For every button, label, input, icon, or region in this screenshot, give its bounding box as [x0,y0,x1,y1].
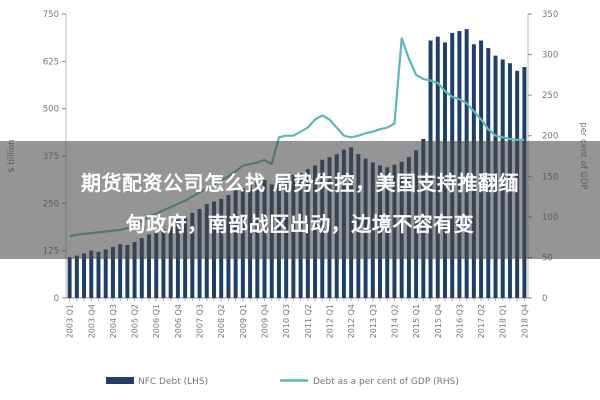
bar [74,255,79,298]
bar [125,244,130,298]
right-tick-label: 0 [542,294,547,304]
x-tick-label: 2009 Q4 [261,304,270,338]
legend-label-line: Debt as a per cent of GDP (RHS) [313,377,459,387]
x-tick-label: 2009 Q1 [239,304,248,338]
x-tick-label: 2015 Q1 [412,304,421,338]
x-tick-label: 2018 Q4 [520,304,529,338]
bar [118,244,123,298]
x-tick-label: 2018 Q1 [499,304,508,338]
headline-line-1: 期货配资公司怎么找 局势失控，美国支持推翻缅 [81,171,519,195]
x-axis: 2003 Q1 2003 Q4 2004 Q3 2005 Q2 2006 Q1 2006 … [66,298,529,338]
bar [154,232,159,298]
x-tick-label: 2014 Q2 [390,304,399,338]
x-tick-label: 2007 Q3 [196,304,205,338]
bar [96,251,101,298]
x-tick-label: 2012 Q1 [325,304,334,338]
left-tick-label: 500 [43,105,59,115]
bar [103,249,108,298]
headline-overlay [0,141,600,259]
bar [89,250,94,298]
legend: NFC Debt (LHS) Debt as a per cent of GDP … [106,377,459,387]
x-tick-label: 2003 Q1 [66,304,75,338]
bar [139,238,144,298]
x-tick-label: 2003 Q4 [87,304,96,338]
bar [168,224,173,298]
x-tick-label: 2004 Q3 [109,304,118,338]
right-tick-label: 300 [542,51,558,61]
x-tick-label: 2017 Q2 [477,304,486,338]
left-tick-label: 750 [43,10,59,20]
x-tick-label: 2008 Q2 [217,304,226,338]
bar [132,241,137,298]
x-tick-label: 2006 Q4 [174,304,183,338]
bar [67,257,72,298]
x-tick-label: 2006 Q1 [152,304,161,338]
x-tick-label: 2010 Q3 [282,304,291,338]
left-tick-label: 625 [43,57,59,67]
left-tick-label: 0 [54,294,59,304]
x-tick-label: 2012 Q4 [347,304,356,338]
bar [110,246,115,298]
right-tick-label: 200 [542,132,558,142]
x-tick-label: 2011 Q2 [304,304,313,338]
x-tick-label: 2013 Q3 [369,304,378,338]
bar [82,253,87,298]
headline-line-2: 甸政府，南部战区出动，边境不容有变 [125,212,475,236]
x-tick-label: 2015 Q4 [434,304,443,338]
bar [147,234,152,298]
x-tick-label: 2016 Q3 [455,304,464,338]
legend-swatch-bar [106,377,134,384]
right-tick-label: 250 [542,91,558,101]
right-tick-label: 350 [542,10,558,20]
legend-label-bar: NFC Debt (LHS) [138,377,208,387]
bar [161,229,166,298]
x-tick-label: 2005 Q2 [131,304,140,338]
